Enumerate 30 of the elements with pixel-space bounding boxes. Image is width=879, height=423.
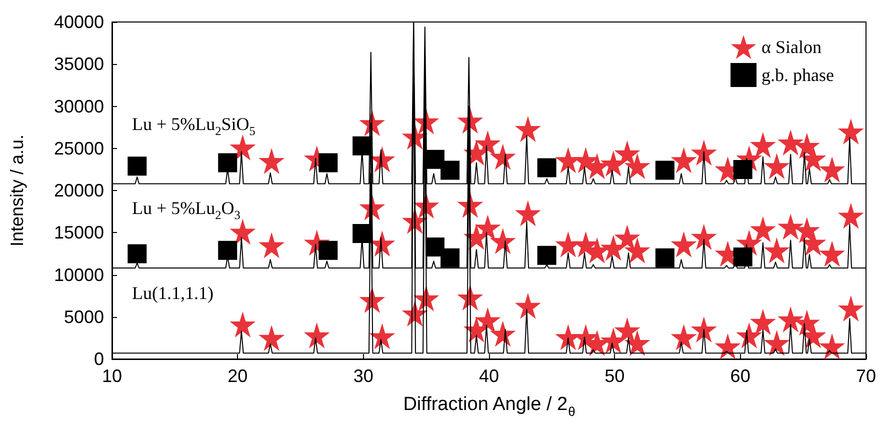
point [655,248,674,268]
point [128,244,147,264]
y-tick-label: 0 [94,349,104,369]
x-tick-label: 60 [730,366,750,386]
point [218,153,238,172]
y-tick-label: 20000 [54,180,104,200]
y-tick-label: 35000 [54,54,104,74]
x-tick-label: 30 [353,366,374,386]
point [218,240,238,260]
x-tick-label: 20 [228,366,248,386]
x-tick-label: 40 [478,366,500,386]
y-axis-title: Intensity / a.u. [7,134,27,247]
point [440,160,460,180]
y-tick-label: 10000 [54,264,104,285]
y-tick-label: 5000 [64,306,104,327]
y-tick-label: 40000 [54,12,104,32]
point [537,246,556,265]
point [128,156,147,176]
point [537,158,556,178]
x-tick-label: 10 [102,366,122,386]
annotation: Lu(1.1,1.1) [132,283,214,304]
legend-label: g.b. phase [762,65,834,85]
legend-label: α Sialon [762,37,822,57]
point [655,160,674,180]
y-tick-label: 30000 [54,96,104,116]
x-tick-label: 70 [856,366,876,386]
x-tick-label: 50 [604,366,625,386]
y-tick-label: 25000 [54,138,104,158]
y-tick-label: 15000 [54,222,104,243]
point [440,248,460,268]
